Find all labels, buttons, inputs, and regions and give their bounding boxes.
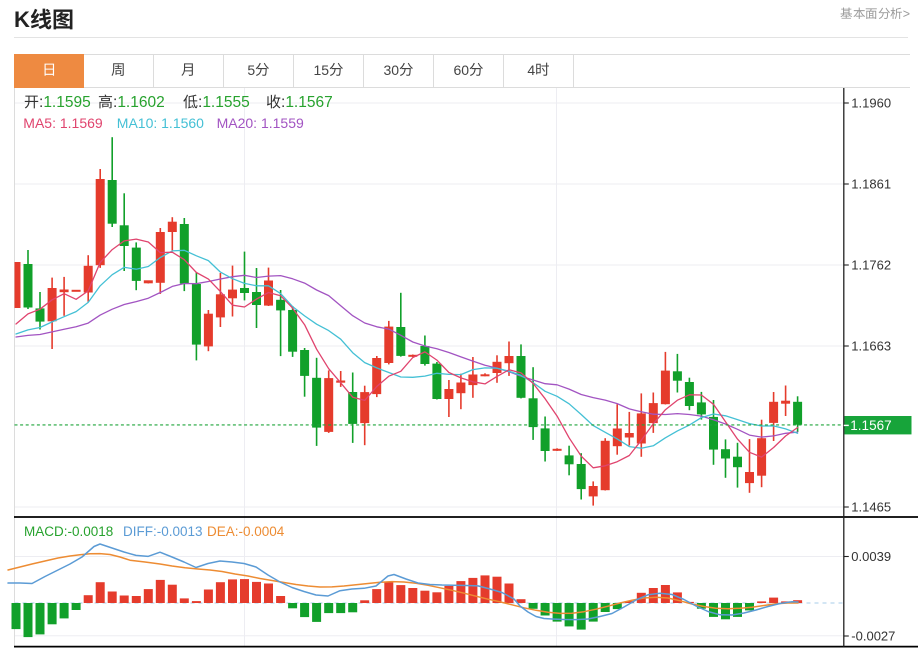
svg-text:-0.0027: -0.0027: [851, 629, 895, 644]
svg-text:1.1960: 1.1960: [851, 96, 891, 111]
svg-text:0.0039: 0.0039: [851, 549, 891, 564]
svg-text:1.1465: 1.1465: [851, 500, 891, 515]
svg-text:1.1567: 1.1567: [850, 418, 891, 433]
svg-text:1.1663: 1.1663: [851, 339, 891, 354]
svg-text:1.1762: 1.1762: [851, 258, 891, 273]
svg-text:1.1861: 1.1861: [851, 177, 891, 192]
